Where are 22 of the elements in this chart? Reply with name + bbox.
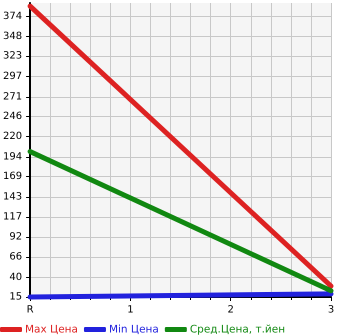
y-tick-label: 323	[2, 50, 22, 62]
x-tick-label: 1	[127, 304, 134, 316]
x-tick-label: 2	[228, 304, 234, 316]
y-tick-label: 194	[2, 152, 22, 163]
y-tick-label: 169	[2, 171, 22, 182]
legend-label: Сред.Цена, т.йен	[190, 324, 286, 335]
y-tick-label: 348	[2, 31, 22, 42]
y-tick-label: 143	[2, 191, 22, 202]
y-tick-label: 374	[2, 10, 22, 22]
legend-label: Min Цена	[108, 324, 159, 335]
legend-label: Max Цена	[25, 324, 78, 335]
y-tick-label: 246	[2, 110, 22, 122]
y-tick-label: 66	[9, 252, 22, 263]
y-tick-label: 297	[2, 71, 22, 82]
y-tick-label: 117	[2, 212, 22, 223]
y-tick-label: 271	[2, 91, 22, 102]
y-tick-label: 15	[9, 292, 22, 302]
y-tick-label: 220	[2, 131, 22, 142]
y-tick-label: 92	[9, 231, 22, 242]
x-tick-label: R	[26, 304, 34, 316]
y-tick-label: 40	[9, 272, 22, 283]
x-tick-label: 3	[328, 304, 334, 316]
